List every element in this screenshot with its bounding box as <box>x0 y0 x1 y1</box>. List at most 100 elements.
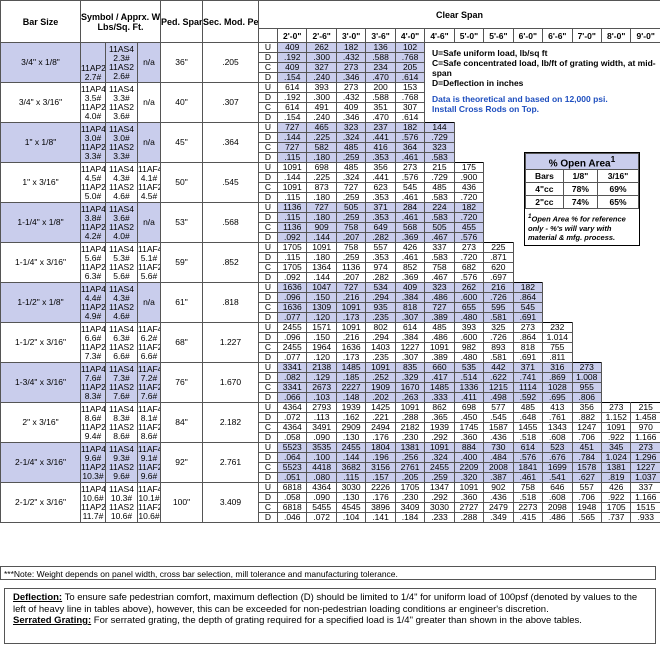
open-area-cell: 4"cc <box>525 182 564 197</box>
empty-cell <box>601 343 630 353</box>
load-value: .583 <box>424 252 455 263</box>
symbol-line: 11AS4 <box>109 363 134 374</box>
load-value: 323 <box>424 142 455 153</box>
load-value: .144 <box>276 172 308 183</box>
table-row: 1" x 3/16" 11AP4 4.5# 11AP2 5.0# 11AS4 4.3# 11A… <box>0 162 660 203</box>
load-value: 1227 <box>394 342 426 353</box>
ped-span: 59" <box>160 242 203 283</box>
table-row: 2-1/4" x 3/16" 11AP4 9.6# 11AP2 10.3# 11AS4 9.… <box>0 442 660 483</box>
symbol-line: 11AP4 <box>81 123 106 134</box>
empty-cell <box>454 153 483 163</box>
load-value: .329 <box>394 372 426 383</box>
load-value: .864 <box>512 292 544 303</box>
empty-cell <box>572 323 601 333</box>
load-value: 1136 <box>335 262 367 273</box>
load-value: 3341 <box>276 362 308 373</box>
load-code: C <box>258 502 278 513</box>
load-value: .583 <box>424 192 455 203</box>
empty-cell <box>543 113 572 123</box>
load-value: .051 <box>276 472 308 483</box>
empty-cell <box>484 133 513 143</box>
symbol-line: 8.1# <box>140 412 158 423</box>
symbol-header: Symbol / Apprx. Wgt***Lbs/Sq. Ft. <box>80 0 161 43</box>
load-value: 364 <box>394 142 426 153</box>
empty-cell <box>484 153 513 163</box>
empty-cell <box>631 123 660 133</box>
load-value: .300 <box>306 92 337 103</box>
load-value: 557 <box>571 482 602 493</box>
symbol-cell: 11AP4 6.6# 11AP2 7.3# <box>80 322 106 363</box>
load-value: 6818 <box>276 502 308 513</box>
open-area-table: % Open Area1 Bars 1/8" 3/16" 4"cc 78% 69% 2"cc 7… <box>525 152 640 210</box>
symbol-line: 11AS2 <box>109 141 134 152</box>
load-value: 465 <box>306 122 337 133</box>
load-value: .697 <box>483 272 514 283</box>
load-code: U <box>258 82 278 93</box>
empty-cell <box>601 313 630 323</box>
empty-cell <box>601 113 630 123</box>
load-value: .077 <box>276 352 308 363</box>
empty-cell <box>631 323 660 333</box>
load-value: .202 <box>365 392 396 403</box>
bar-size: 1-1/4" x 3/16" <box>0 242 81 283</box>
load-value: 3896 <box>365 502 396 513</box>
load-value: .576 <box>453 272 485 283</box>
load-value: 623 <box>365 182 396 193</box>
symbol-cell: 11AS4 3.3# 11AS2 3.6# <box>105 82 138 123</box>
load-value: .592 <box>512 392 544 403</box>
symbol-line: 3.6# <box>113 110 130 121</box>
load-value: 505 <box>424 222 455 233</box>
open-area-cell: 74% <box>562 195 598 210</box>
symbol-cell: 11AP4 7.6# 11AP2 8.3# <box>80 362 106 403</box>
load-value: 175 <box>453 162 485 173</box>
load-value: .811 <box>542 352 573 363</box>
load-value: .720 <box>453 192 485 203</box>
open-area-title: % Open Area1 <box>525 152 639 171</box>
load-code: D <box>258 132 278 143</box>
load-value: .480 <box>453 352 485 363</box>
load-value: 413 <box>542 402 573 413</box>
load-value: .288 <box>394 412 426 423</box>
empty-cell <box>513 123 542 133</box>
load-value: .294 <box>365 292 396 303</box>
load-value: 2673 <box>306 382 337 393</box>
symbol-line: 8.6# <box>84 412 102 423</box>
deflection-note: Deflection: To ensure safe pedestrian co… <box>13 592 647 615</box>
section-modulus: .545 <box>202 162 259 203</box>
load-value: .090 <box>306 492 337 503</box>
load-value: .353 <box>365 212 396 223</box>
span-header: 6'-0" <box>512 28 544 43</box>
symbol-line: 6.3# <box>113 332 130 343</box>
symbol-cell: 11AS4 6.3# 11AS2 6.6# <box>105 322 138 363</box>
symbol-cell: 11AF4 10.1# 11AF2 10.6# <box>137 482 161 523</box>
load-value: .576 <box>512 452 544 463</box>
load-value: 144 <box>424 122 455 133</box>
empty-cell <box>484 203 513 213</box>
load-value: 325 <box>483 322 514 333</box>
symbol-line: 11AS2 <box>109 61 134 72</box>
load-value: 182 <box>394 122 426 133</box>
symbol-line: 5.6# <box>140 270 158 281</box>
symbol-cell: 11AP4 5.6# 11AP2 6.3# <box>80 242 106 283</box>
load-code: U <box>258 402 278 413</box>
load-value: 426 <box>600 482 632 493</box>
load-value: 727 <box>335 282 367 293</box>
table-row: 1-1/2" x 3/16" 11AP4 6.6# 11AP2 7.3# 11AS4 6.3… <box>0 322 660 363</box>
load-value: 2209 <box>453 462 485 473</box>
load-value: 1381 <box>394 442 426 453</box>
load-value: 215 <box>424 162 455 173</box>
load-value: 893 <box>483 342 514 353</box>
load-code: C <box>258 222 278 233</box>
empty-cell <box>513 263 542 273</box>
table-row: D .096.150.216.294.384.486.600.726.864 1.0… <box>1 332 660 343</box>
symbol-line: 3.0# <box>84 132 102 143</box>
table-row: C 409 327 273 234 205 <box>1 62 660 73</box>
load-value: .064 <box>276 452 308 463</box>
load-value: .288 <box>453 512 485 523</box>
load-value: .216 <box>335 292 367 303</box>
load-value: 1804 <box>365 442 396 453</box>
load-value: .259 <box>335 252 367 263</box>
load-value: .058 <box>276 432 308 443</box>
load-value: .092 <box>276 272 308 283</box>
load-value: 545 <box>512 302 544 313</box>
